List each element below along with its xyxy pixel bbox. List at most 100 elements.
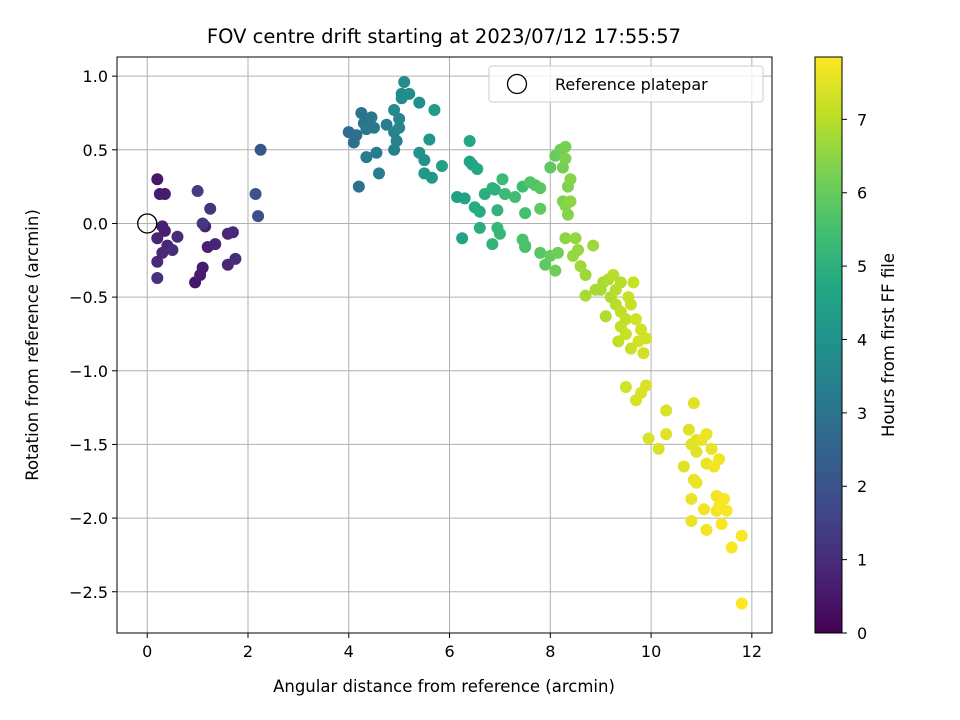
data-point (559, 152, 572, 165)
legend: Reference platepar (488, 65, 764, 103)
data-point (156, 246, 169, 259)
data-point (599, 310, 612, 323)
x-tick-label: 2 (243, 642, 253, 661)
data-point (352, 180, 365, 193)
data-point (249, 188, 262, 201)
data-point (534, 202, 547, 215)
data-point (705, 442, 718, 455)
data-point (559, 140, 572, 153)
data-point (587, 239, 600, 252)
data-point (435, 160, 448, 173)
y-tick-label: −2.0 (69, 509, 108, 528)
data-point (204, 202, 217, 215)
data-point (171, 230, 184, 243)
data-point (612, 335, 625, 348)
x-tick-label: 8 (545, 642, 555, 661)
data-point (624, 342, 637, 355)
data-point (579, 289, 592, 302)
colorbar-tick-label: 6 (857, 184, 867, 203)
y-tick-label: −1.0 (69, 362, 108, 381)
data-point (393, 121, 406, 134)
y-axis-ticks: 1.0 0.5 0.0 −0.5 −1.0 −1.5 −2.0 −2.5 (69, 67, 117, 602)
x-tick-label: 12 (742, 642, 762, 661)
data-point (151, 271, 164, 284)
gridlines (117, 57, 772, 633)
data-point (559, 232, 572, 245)
data-point (367, 121, 380, 134)
legend-box (488, 65, 764, 103)
data-point (725, 541, 738, 554)
data-point (637, 347, 650, 360)
data-point (690, 476, 703, 489)
colorbar-tick-label: 7 (857, 110, 867, 129)
data-point (677, 460, 690, 473)
x-tick-label: 6 (444, 642, 454, 661)
data-point (700, 428, 713, 441)
data-point (423, 133, 436, 146)
data-point (687, 397, 700, 410)
x-axis-ticks: 0 2 4 6 8 10 12 (142, 633, 762, 661)
data-point (488, 183, 501, 196)
y-tick-label: −1.5 (69, 435, 108, 454)
data-point (428, 104, 441, 117)
data-point (196, 261, 209, 274)
data-point (685, 515, 698, 528)
data-point (715, 517, 728, 530)
data-point (619, 380, 632, 393)
y-tick-label: −2.5 (69, 583, 108, 602)
colorbar: 0 1 2 3 4 5 6 7 Hours from first FF file (814, 56, 898, 643)
data-point (640, 332, 653, 345)
data-point (226, 226, 239, 239)
data-point (539, 258, 552, 271)
y-axis-label: Rotation from reference (arcmin) (23, 209, 42, 481)
data-point (685, 492, 698, 505)
colorbar-tick-label: 0 (857, 624, 867, 643)
data-point (551, 246, 564, 259)
data-point (158, 224, 171, 237)
data-point (395, 92, 408, 105)
data-point (373, 167, 385, 180)
data-point (493, 227, 506, 240)
x-axis-label: Angular distance from reference (arcmin) (273, 677, 615, 696)
data-point (735, 597, 748, 610)
data-point (463, 134, 476, 147)
data-point (370, 146, 383, 159)
data-point (519, 241, 532, 254)
y-tick-label: 0.0 (83, 214, 108, 233)
colorbar-label: Hours from first FF file (879, 253, 898, 437)
data-point (456, 232, 469, 245)
data-point (365, 111, 378, 124)
y-tick-label: −0.5 (69, 288, 108, 307)
colorbar-tick-label: 3 (857, 404, 867, 423)
data-point (209, 238, 222, 251)
data-point (393, 112, 406, 125)
data-point (720, 504, 733, 517)
data-point (458, 192, 471, 205)
data-point (355, 106, 368, 119)
data-point (690, 445, 703, 458)
data-point (509, 190, 522, 203)
data-point (624, 298, 637, 311)
data-point (652, 442, 665, 455)
data-point (498, 188, 511, 201)
data-point (191, 185, 204, 198)
data-point (619, 327, 632, 340)
data-point (627, 276, 640, 289)
x-tick-label: 10 (641, 642, 661, 661)
data-point (166, 243, 179, 256)
data-point (682, 423, 695, 436)
data-point (151, 232, 164, 245)
data-point (569, 232, 582, 245)
data-point (629, 313, 642, 326)
data-point (519, 207, 532, 220)
data-point (534, 246, 547, 259)
data-point (418, 154, 431, 167)
data-point (718, 492, 731, 505)
colorbar-tick-label: 2 (857, 477, 867, 496)
chart-title: FOV centre drift starting at 2023/07/12 … (207, 25, 681, 48)
data-point (473, 205, 486, 218)
data-point (700, 523, 713, 536)
data-point (607, 269, 620, 282)
data-point (713, 453, 726, 466)
